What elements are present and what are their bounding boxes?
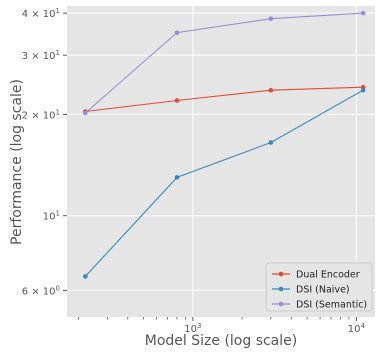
series-line-dsi-semantic: [84, 12, 364, 114]
y-axis-label: Performance (log scale): [9, 79, 25, 245]
y-tick-exponent: 0: [56, 284, 60, 292]
y-tick-exponent: 1: [56, 49, 60, 57]
x-tick-label: 104: [348, 322, 366, 335]
legend-label-dsi-naive: DSI (Naive): [296, 285, 350, 296]
y-tick-exponent: 1: [56, 210, 60, 218]
legend-marker-dsi-semantic: [278, 301, 284, 307]
series-line-dual-encoder: [85, 86, 364, 113]
y-tick-label: 6 × 100: [22, 284, 60, 297]
y-tick-label: 2 × 101: [22, 108, 60, 121]
grid: [67, 6, 375, 317]
data-point-dual-encoder: [268, 87, 274, 93]
data-point-dual-encoder: [174, 98, 180, 103]
y-tick-label: 3 × 101: [22, 49, 60, 62]
x-tick-exponent: 4: [361, 322, 366, 330]
data-point-dsi-naive: [268, 140, 274, 145]
legend: Dual Encoder DSI (Naive) DSI (Semantic): [265, 262, 373, 312]
y-tick-label: 4 × 101: [22, 7, 60, 20]
series: [83, 10, 366, 279]
data-point-dsi-semantic: [83, 110, 88, 116]
legend-label-dual-encoder: Dual Encoder: [296, 270, 360, 281]
minor-ticks: [78, 317, 350, 320]
data-point-dsi-naive: [174, 175, 180, 180]
legend-marker-dsi-naive: [278, 286, 284, 292]
y-tick-label: 101: [43, 210, 60, 223]
tick-labels: 1 0 3 104 6 × 100 101 2 × 101 3 × 101 4 × 101: [22, 7, 366, 335]
data-point-dsi-naive: [360, 87, 366, 93]
legend-box: [265, 262, 373, 312]
data-point-dsi-semantic: [360, 10, 366, 16]
data-point-dsi-semantic: [174, 30, 180, 35]
data-point-dsi-semantic: [268, 16, 274, 22]
series-line-dsi-naive: [84, 89, 364, 277]
x-tick-exponent: 3: [197, 322, 201, 330]
y-tick-exponent: 1: [56, 108, 60, 116]
y-tick-exponent: 1: [56, 7, 60, 15]
x-axis-label: Model Size (log scale): [145, 333, 297, 349]
legend-label-dsi-semantic: DSI (Semantic): [296, 300, 367, 311]
legend-marker-dual-encoder: [278, 271, 284, 277]
data-point-dsi-naive: [83, 274, 88, 279]
